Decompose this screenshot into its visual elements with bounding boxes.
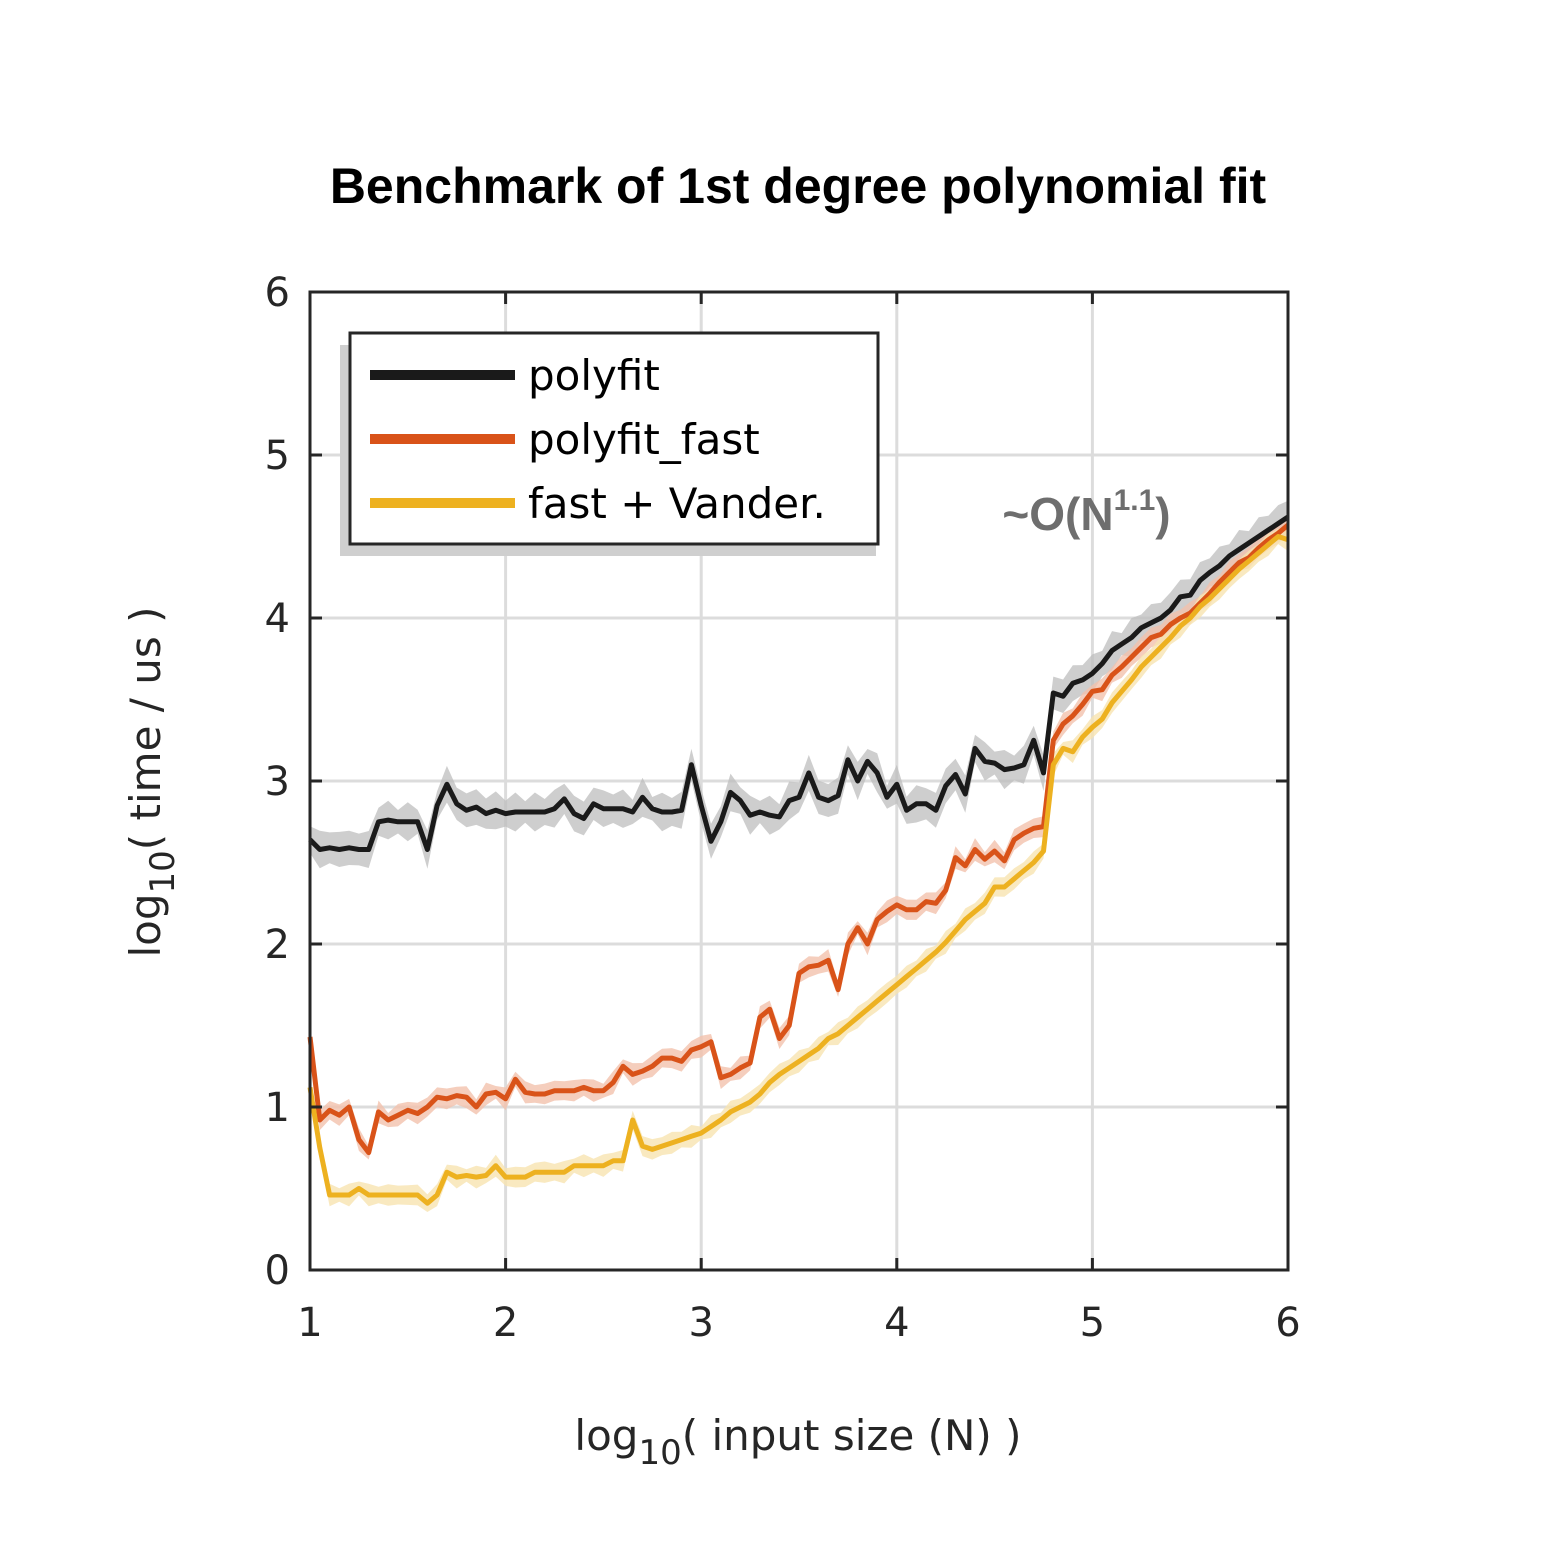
- y-axis-label-prefix: log: [121, 893, 170, 957]
- y-axis-label-subscript: 10: [143, 850, 183, 893]
- x-axis-label-subscript: 10: [638, 1433, 681, 1473]
- variance-bands: [310, 500, 1288, 1212]
- legend-label-1: polyfit_fast: [528, 415, 760, 464]
- axes: [308, 290, 1290, 1272]
- x-tick-label-4: 5: [1080, 1300, 1105, 1346]
- complexity-annotation: ~O(N1.1): [1002, 484, 1170, 540]
- legend-label-2: fast + Vander.: [528, 479, 826, 528]
- y-tick-label-4: 4: [265, 596, 290, 642]
- line-series-0: [308, 514, 1290, 852]
- series-lines: [307, 514, 1290, 1206]
- x-tick-label-5: 6: [1275, 1300, 1300, 1346]
- x-axis-label-prefix: log: [574, 1411, 638, 1460]
- x-tick-label-0: 1: [297, 1300, 322, 1346]
- x-axis-label-suffix: ( input size (N) ): [682, 1411, 1022, 1460]
- y-axis-label: log10( time / us ): [121, 606, 183, 957]
- y-tick-label-6: 6: [265, 270, 290, 316]
- chart-title: Benchmark of 1st degree polynomial fit: [330, 158, 1267, 214]
- x-axis-label: log10( input size (N) ): [574, 1411, 1021, 1473]
- line-series-2: [307, 534, 1289, 1206]
- annotation-close: ): [1155, 488, 1170, 540]
- line-series-1: [307, 523, 1290, 1156]
- y-axis-label-suffix: ( time / us ): [121, 606, 170, 850]
- y-tick-label-1: 1: [265, 1085, 290, 1131]
- annotation-exponent: 1.1: [1114, 484, 1156, 517]
- y-tick-label-3: 3: [265, 759, 290, 805]
- x-tick-label-3: 4: [884, 1300, 909, 1346]
- x-tick-label-2: 3: [688, 1300, 713, 1346]
- legend-label-0: polyfit: [528, 351, 660, 400]
- y-tick-label-5: 5: [265, 433, 290, 479]
- y-tick-label-0: 0: [265, 1248, 290, 1294]
- y-tick-label-2: 2: [265, 922, 290, 968]
- band-series-0: [310, 500, 1288, 869]
- x-tick-label-1: 2: [493, 1300, 518, 1346]
- annotation-base: ~O(N: [1002, 488, 1113, 540]
